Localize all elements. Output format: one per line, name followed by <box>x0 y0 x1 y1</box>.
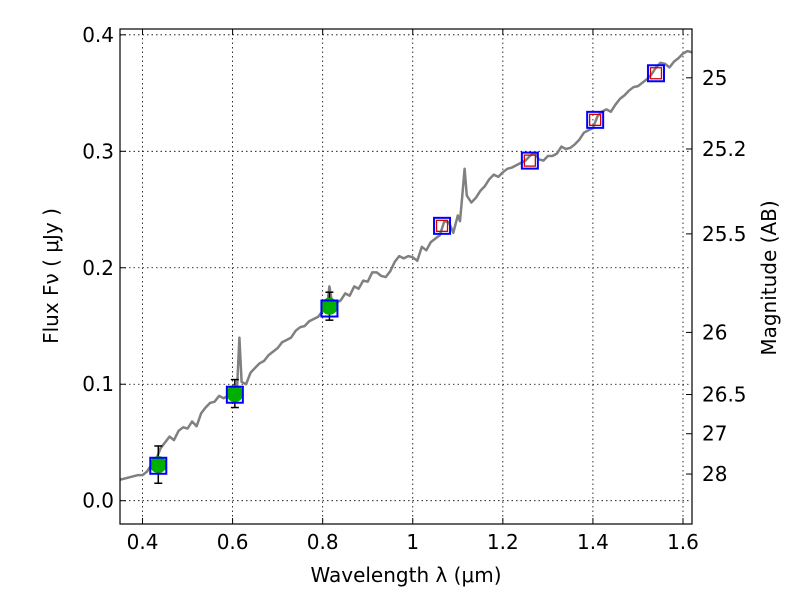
model-point-square <box>589 113 602 126</box>
y2-tick-label: 25.2 <box>702 137 747 161</box>
grid-lines <box>120 29 692 524</box>
tick-labels: 0.4 0.6 0.8 1 1.2 1.4 1.6 0.0 0.1 0.2 0.3 0.4 25 25.2… <box>82 23 746 554</box>
y-tick-label: 0.0 <box>82 489 114 513</box>
y2-axis-label: Magnitude (AB) <box>757 200 781 355</box>
model-point-square <box>149 456 168 475</box>
model-point-square <box>435 219 449 232</box>
y-tick-label: 0.4 <box>82 23 114 47</box>
model-point-square <box>646 64 665 83</box>
plot-frame <box>119 28 693 525</box>
model-point-square <box>586 110 605 129</box>
y2-tick-label: 28 <box>702 462 727 486</box>
x-tick-label: 0.6 <box>217 530 249 554</box>
model-point-square <box>225 385 244 404</box>
spectrum-line <box>119 49 693 481</box>
x-axis-label: Wavelength λ (μm) <box>310 563 501 587</box>
photometry-point <box>226 385 244 403</box>
y2-tick-label: 27 <box>702 422 727 446</box>
axis-ticks <box>120 29 692 524</box>
model-point-square <box>320 299 339 318</box>
model-point-square <box>520 151 539 170</box>
y-axis-label: Flux Fν ( μJy ) <box>39 208 63 344</box>
photometry-point <box>149 456 167 474</box>
x-tick-label: 1.6 <box>667 530 699 554</box>
x-tick-label: 0.8 <box>307 530 339 554</box>
y2-tick-label: 25.5 <box>702 222 747 246</box>
y2-tick-label: 26.5 <box>702 382 747 406</box>
y-tick-label: 0.1 <box>82 372 114 396</box>
y-tick-label: 0.3 <box>82 139 114 163</box>
x-tick-label: 0.4 <box>127 530 159 554</box>
spectrum-series <box>119 49 693 481</box>
x-tick-label: 1.4 <box>577 530 609 554</box>
y-tick-label: 0.2 <box>82 256 114 280</box>
y2-tick-label: 26 <box>702 320 727 344</box>
model-point-square <box>649 67 663 80</box>
x-tick-label: 1 <box>406 530 419 554</box>
photometry-markers <box>149 64 665 484</box>
model-point-square <box>523 154 537 167</box>
y2-tick-label: 25 <box>702 66 727 90</box>
x-tick-label: 1.2 <box>487 530 519 554</box>
model-point-square <box>433 216 452 235</box>
